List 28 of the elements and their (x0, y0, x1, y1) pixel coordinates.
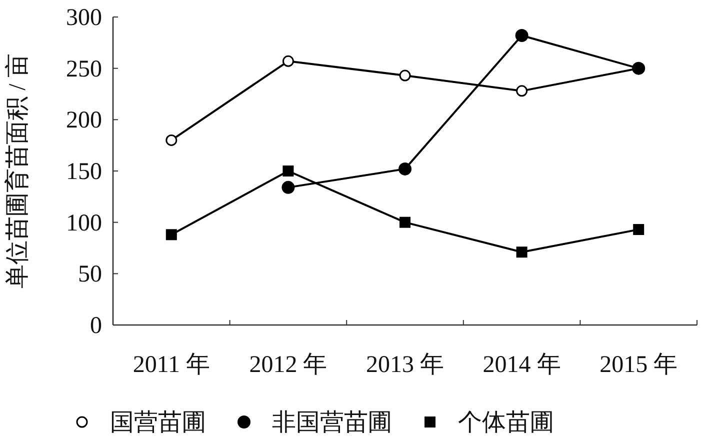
x-tick-label: 2012 年 (249, 352, 328, 378)
y-tick-label: 150 (66, 159, 102, 185)
y-tick-label: 300 (66, 5, 102, 31)
point (400, 216, 410, 228)
point (516, 85, 528, 97)
x-tick-label: 2014 年 (482, 352, 561, 378)
point (515, 28, 528, 42)
point (282, 166, 294, 176)
legend-label: 非国营苗圃 (272, 410, 392, 436)
y-tick-label: 100 (66, 210, 102, 236)
y-tick-label: 0 (90, 313, 102, 339)
y-tick-label: 200 (66, 108, 102, 134)
y-tick-label: 250 (66, 56, 102, 82)
x-tick-label: 2015 年 (600, 352, 678, 378)
y-axis-title: 单位苗圃育苗面积 / 亩 (4, 54, 31, 288)
x-tick-label: 2011 年 (132, 352, 210, 378)
point (282, 180, 295, 194)
point (282, 55, 294, 67)
point (633, 224, 644, 236)
point (398, 162, 412, 176)
legend-label: 国营苗圃 (110, 410, 206, 436)
y-tick-label: 50 (78, 262, 102, 288)
point (166, 229, 177, 240)
point (516, 246, 528, 258)
legend-label: 个体苗圃 (458, 410, 554, 436)
point (166, 134, 178, 146)
point (399, 70, 411, 82)
x-tick-label: 2013 年 (366, 352, 444, 378)
